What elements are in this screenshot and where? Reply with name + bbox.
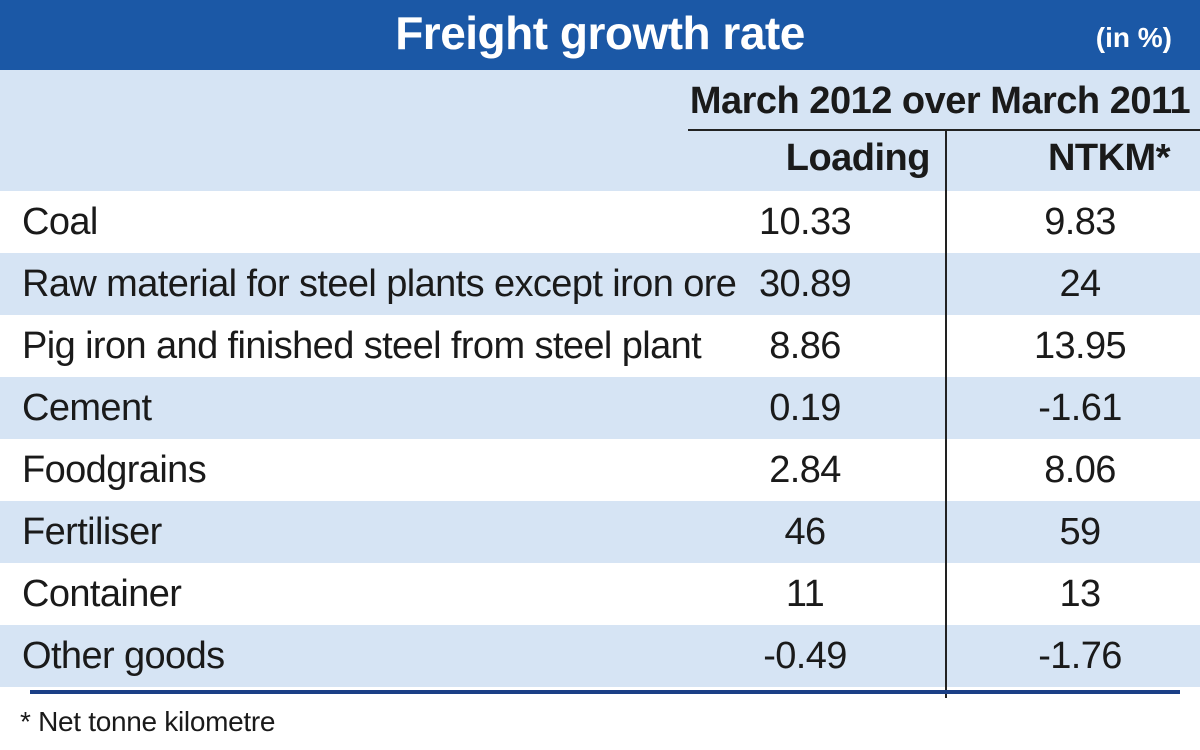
ntkm-value: 13 xyxy=(1059,573,1101,615)
row-band-7 xyxy=(0,563,1200,625)
row-band-1 xyxy=(0,191,1200,253)
row-label: Foodgrains xyxy=(22,449,207,491)
row-band-2 xyxy=(0,253,1200,315)
loading-value: 30.89 xyxy=(758,263,852,305)
footnote: * Net tonne kilometre xyxy=(20,706,276,737)
row-label: Raw material for steel plants except iro… xyxy=(22,263,737,305)
row-band-8 xyxy=(0,625,1200,687)
unit-label: (in %) xyxy=(1095,22,1172,53)
row-label: Cement xyxy=(22,387,152,429)
period-header: March 2012 over March 2011 xyxy=(689,80,1191,122)
ntkm-value: 8.06 xyxy=(1044,449,1116,491)
bottom-rule xyxy=(30,690,1180,694)
column-header-ntkm: NTKM* xyxy=(1047,137,1171,179)
column-header-loading: Loading xyxy=(785,137,931,179)
loading-value: 8.86 xyxy=(769,325,841,367)
row-band-3 xyxy=(0,315,1200,377)
row-label: Container xyxy=(22,573,182,615)
loading-value: 46 xyxy=(784,511,826,553)
ntkm-value: -1.61 xyxy=(1038,387,1122,429)
loading-value: 11 xyxy=(785,573,825,615)
chart-title: Freight growth rate xyxy=(395,7,805,59)
row-label: Other goods xyxy=(22,635,225,677)
row-band-6 xyxy=(0,501,1200,563)
ntkm-value: 13.95 xyxy=(1033,325,1127,367)
column-divider xyxy=(945,130,947,698)
header-rule xyxy=(688,129,1200,131)
loading-value: -0.49 xyxy=(763,635,847,677)
row-band-4 xyxy=(0,377,1200,439)
ntkm-value: 9.83 xyxy=(1044,201,1116,243)
row-band-5 xyxy=(0,439,1200,501)
loading-value: 10.33 xyxy=(758,201,852,243)
ntkm-value: 59 xyxy=(1059,511,1101,553)
row-label: Coal xyxy=(22,201,98,243)
title-bar: Freight growth rate (in %) xyxy=(0,0,1200,70)
ntkm-value: -1.76 xyxy=(1038,635,1122,677)
ntkm-value: 24 xyxy=(1059,263,1101,305)
row-label: Pig iron and finished steel from steel p… xyxy=(22,325,702,367)
loading-value: 0.19 xyxy=(769,387,841,429)
row-label: Fertiliser xyxy=(22,511,162,553)
loading-value: 2.84 xyxy=(769,449,841,491)
